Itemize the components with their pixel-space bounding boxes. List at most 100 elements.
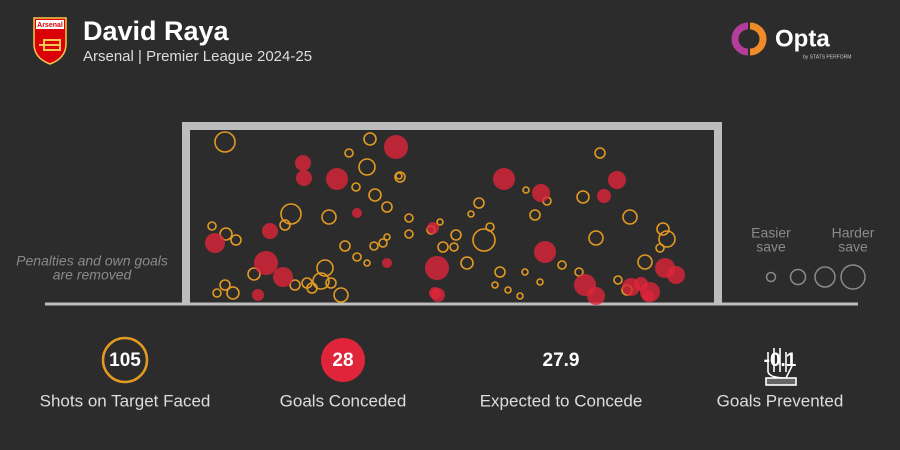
saved-shot: [368, 188, 382, 202]
saved-shot: [312, 272, 330, 290]
saved-shot: [395, 172, 403, 180]
opta-logo: Opta by STATS PERFORM: [731, 22, 851, 60]
saved-shot: [325, 277, 337, 289]
saved-shot: [491, 281, 499, 289]
saved-shot: [467, 210, 475, 218]
stat-label: Shots on Target Faced: [40, 391, 211, 410]
saved-shot: [214, 131, 236, 153]
stat-ring: [321, 338, 365, 382]
saved-shot: [655, 243, 665, 253]
stat-ring: [101, 336, 149, 384]
saved-shot: [352, 252, 362, 262]
goal-shot: [587, 287, 605, 305]
title: David Raya: [83, 16, 230, 46]
logo-text: Opta: [775, 25, 830, 52]
legend-label: Harder: [832, 225, 875, 241]
saved-shot: [316, 259, 334, 277]
shot-layer: [205, 131, 685, 305]
goal-shot: [667, 266, 685, 284]
saved-shot: [207, 221, 217, 231]
goal-shot: [427, 222, 439, 234]
saved-shot: [219, 227, 233, 241]
saved-shot: [658, 230, 676, 248]
note-line: are removed: [53, 267, 133, 283]
saved-shot: [280, 203, 302, 225]
goal-shot: [273, 267, 293, 287]
subtitle: Arsenal | Premier League 2024-25: [83, 48, 312, 65]
stat-value: 27.9: [543, 350, 580, 371]
saved-shot: [378, 238, 388, 248]
stat-label: Expected to Concede: [480, 391, 643, 410]
saved-shot: [363, 132, 377, 146]
saved-shot: [404, 229, 414, 239]
stat-label: Goals Conceded: [280, 391, 407, 410]
saved-shot: [516, 292, 524, 300]
glove-icon: [765, 348, 797, 386]
saved-shot: [381, 201, 393, 213]
legend-label: save: [756, 239, 786, 255]
stat-value: 28: [332, 350, 353, 371]
saved-shot: [369, 241, 379, 251]
note-line: Penalties and own goals: [16, 253, 168, 269]
goal-shot: [262, 223, 278, 239]
goal-shot: [634, 277, 648, 291]
saved-shot: [536, 278, 544, 286]
saved-shot: [576, 190, 590, 204]
saved-shot: [637, 254, 653, 270]
saved-shot: [557, 260, 567, 270]
goal-shot: [205, 233, 225, 253]
badge-text: Arsenal: [37, 22, 63, 29]
goal-shot: [493, 168, 515, 190]
goal-shot: [352, 208, 362, 218]
saved-shot: [321, 209, 337, 225]
goal-shot: [326, 168, 348, 190]
saved-shot: [344, 148, 354, 158]
goal-frame: [182, 122, 722, 304]
saved-shot: [529, 209, 541, 221]
saved-shot: [230, 234, 242, 246]
saved-shot: [613, 275, 623, 285]
stat-value: 105: [109, 350, 141, 371]
saved-shot: [383, 233, 391, 241]
goal-shot: [254, 251, 278, 275]
saved-shot: [436, 218, 444, 226]
goal-shot: [425, 256, 449, 280]
saved-shot: [404, 213, 414, 223]
goal-shot: [642, 290, 654, 302]
saved-shot: [219, 279, 231, 291]
stats-row: 105 Shots on Target Faced 28 Goals Conceded…: [40, 336, 843, 410]
saved-shot: [247, 267, 261, 281]
goal-shot: [252, 289, 264, 301]
saved-shot: [289, 279, 301, 291]
saved-shot: [588, 230, 604, 246]
goal-shot: [429, 287, 441, 299]
saved-shot: [485, 222, 495, 232]
goal-shot: [384, 135, 408, 159]
saved-shot: [522, 186, 530, 194]
saved-shot: [494, 266, 506, 278]
saved-shot: [333, 287, 349, 303]
saved-shot: [521, 268, 529, 276]
goal-shot: [608, 171, 626, 189]
legend-label: Easier: [751, 225, 791, 241]
saved-shot: [358, 158, 376, 176]
logo-byline: by STATS PERFORM: [803, 54, 851, 60]
saved-shot: [351, 182, 361, 192]
saved-shot: [472, 228, 496, 252]
goal-shot: [534, 241, 556, 263]
saved-shot: [226, 286, 240, 300]
saved-shot: [363, 259, 371, 267]
saved-shot: [473, 197, 485, 209]
saved-shot: [656, 222, 670, 236]
legend-size-key: [765, 264, 866, 290]
saved-shot: [449, 242, 459, 252]
club-badge: Arsenal: [33, 17, 67, 65]
saved-shot: [279, 219, 291, 231]
saved-shot: [622, 209, 638, 225]
saved-shot: [339, 240, 351, 252]
saved-shot: [594, 147, 606, 159]
goal-shot: [532, 184, 550, 202]
